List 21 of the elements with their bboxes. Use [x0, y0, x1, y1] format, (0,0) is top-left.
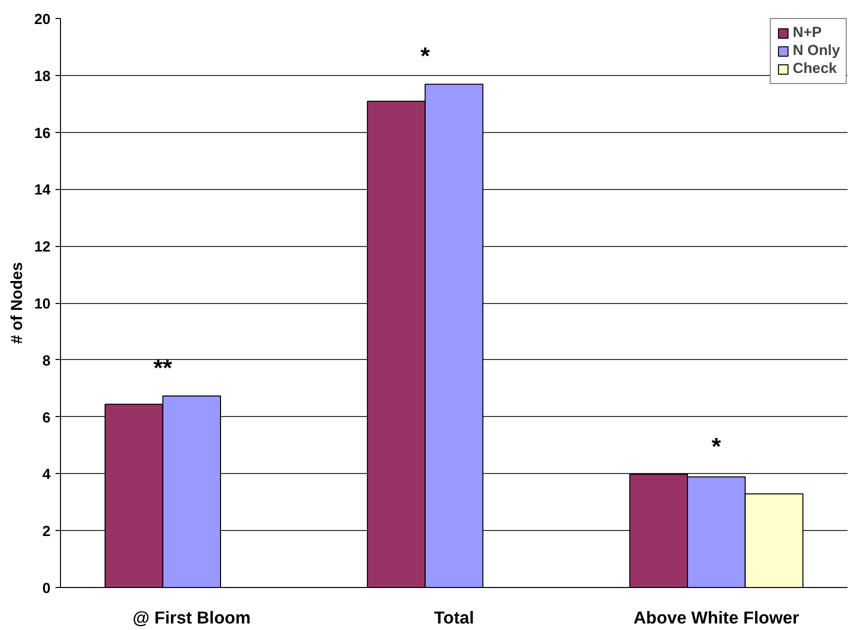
- x-tick-label: @ First Bloom: [132, 608, 251, 628]
- y-tick-label: 2: [42, 524, 51, 540]
- legend-label: N Only: [792, 43, 840, 59]
- y-tick-label: 20: [34, 12, 51, 28]
- y-tick-label: 14: [34, 182, 52, 199]
- y-tick-label: 16: [34, 126, 51, 142]
- y-tick-label: 0: [42, 581, 51, 597]
- x-tick-label: Total: [434, 608, 474, 628]
- y-tick-label: 10: [34, 296, 51, 312]
- legend-label: N+P: [792, 25, 822, 41]
- legend-label: Check: [792, 61, 837, 77]
- annotation: **: [153, 355, 173, 382]
- y-tick-label: 6: [42, 410, 51, 426]
- y-tick-label: 12: [34, 240, 51, 256]
- x-tick-label: Above White Flower: [634, 608, 800, 628]
- annotation: *: [420, 43, 430, 70]
- annotation: *: [712, 433, 722, 460]
- y-tick-label: 8: [42, 353, 51, 370]
- y-axis-title: # of Nodes: [9, 262, 26, 344]
- y-tick-label: 18: [34, 68, 51, 85]
- y-tick-label: 4: [42, 467, 52, 484]
